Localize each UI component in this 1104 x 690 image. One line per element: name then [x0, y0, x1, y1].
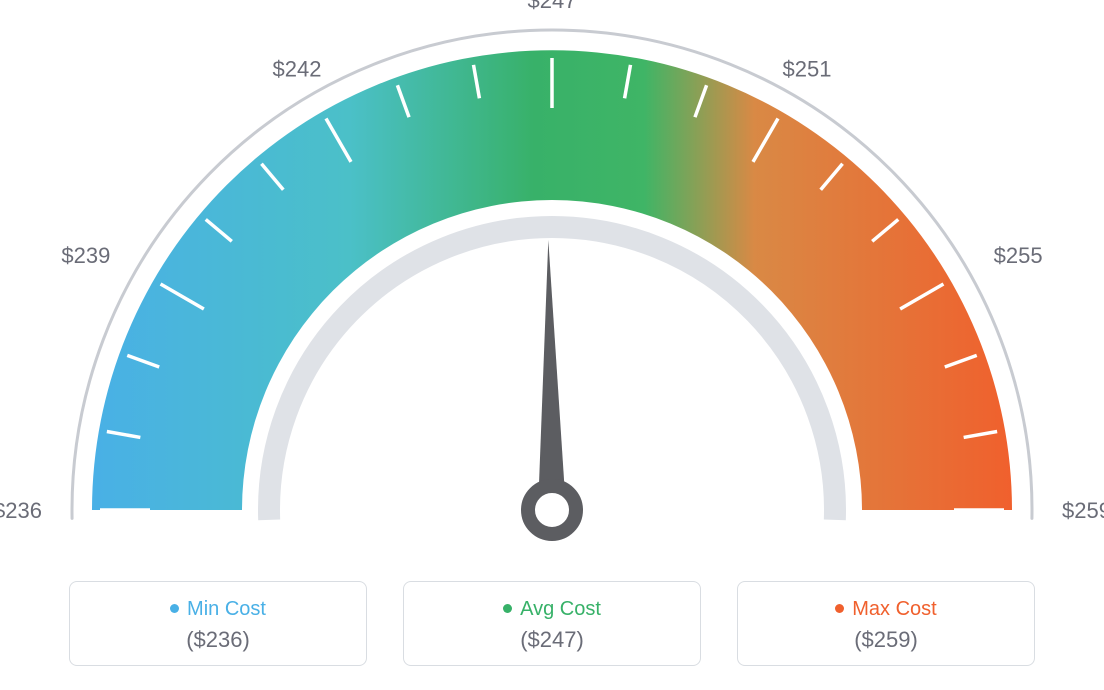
legend-title-min: Min Cost	[82, 598, 354, 621]
legend-label-max: Max Cost	[852, 598, 936, 620]
gauge-svg: $236 $239 $242 $247 $251 $255 $259	[0, 0, 1104, 560]
legend-card-min: Min Cost ($236)	[69, 581, 367, 666]
legend-dot-max	[835, 604, 844, 613]
legend-label-avg: Avg Cost	[520, 598, 601, 620]
legend-value-avg: ($247)	[416, 627, 688, 653]
gauge-tick-label: $242	[273, 56, 322, 81]
legend-dot-avg	[503, 604, 512, 613]
legend-label-min: Min Cost	[187, 598, 266, 620]
gauge-area: $236 $239 $242 $247 $251 $255 $259	[0, 0, 1104, 560]
legend-dot-min	[170, 604, 179, 613]
gauge-tick-label: $255	[994, 243, 1043, 268]
gauge-hub	[528, 486, 576, 534]
legend-title-avg: Avg Cost	[416, 598, 688, 621]
gauge-tick-label: $239	[61, 243, 110, 268]
chart-container: $236 $239 $242 $247 $251 $255 $259 Min Cost ($…	[0, 0, 1104, 690]
legend-title-max: Max Cost	[750, 598, 1022, 621]
gauge-tick-label: $251	[783, 56, 832, 81]
gauge-tick-label: $236	[0, 498, 42, 523]
gauge-tick-label: $247	[528, 0, 577, 13]
gauge-needle	[538, 240, 566, 510]
legend-value-max: ($259)	[750, 627, 1022, 653]
legend-card-max: Max Cost ($259)	[737, 581, 1035, 666]
legend-value-min: ($236)	[82, 627, 354, 653]
legend-row: Min Cost ($236) Avg Cost ($247) Max Cost…	[0, 581, 1104, 666]
legend-card-avg: Avg Cost ($247)	[403, 581, 701, 666]
gauge-tick-label: $259	[1062, 498, 1104, 523]
